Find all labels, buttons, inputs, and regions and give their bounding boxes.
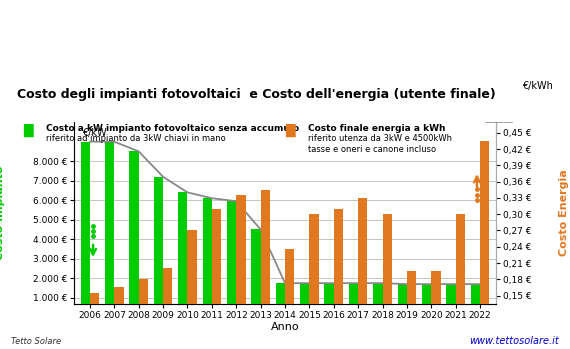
Text: █: █ [23,124,32,137]
Bar [480,141,489,349]
Text: riferito utenza da 3kW e 4500kWh
tasse e oneri e canone incluso: riferito utenza da 3kW e 4500kWh tasse e… [308,134,452,154]
Bar [154,177,163,317]
Bar [398,284,407,317]
Text: Costo finale energia a kWh: Costo finale energia a kWh [308,124,445,133]
Bar [90,293,99,349]
Text: riferito ad impianto da 3kW chiavi in mano: riferito ad impianto da 3kW chiavi in ma… [46,134,225,143]
Text: Costo degli impianti fotovoltaici  e Costo dell'energia (utente finale): Costo degli impianti fotovoltaici e Cost… [17,88,496,101]
Text: Tetto Solare: Tetto Solare [11,336,62,346]
Bar [455,214,465,349]
Text: www.tettosolare.it: www.tettosolare.it [469,335,559,346]
Bar [373,283,382,317]
X-axis label: Anno: Anno [271,322,299,332]
Bar [358,198,368,349]
Bar [310,214,319,349]
Bar [139,279,148,349]
Bar [105,142,115,317]
Bar [324,283,334,317]
Bar [300,283,310,317]
Text: €/kW: €/kW [83,128,107,138]
Text: █: █ [285,124,295,137]
Y-axis label: Costo Energia: Costo Energia [559,170,569,256]
Bar [260,190,270,349]
Bar [212,209,221,349]
Text: ———: ——— [484,117,514,127]
Bar [431,271,441,349]
Text: Costo a kW impianto fotovoltaico senza accumulo: Costo a kW impianto fotovoltaico senza a… [46,124,299,133]
Bar [349,283,358,317]
Bar [285,250,294,349]
Bar [227,201,236,317]
Bar [251,230,260,317]
Bar [202,198,212,317]
Bar [163,268,172,349]
Bar [236,195,246,349]
Bar [407,271,416,349]
Bar [188,230,197,349]
Bar [422,284,431,317]
Bar [382,214,392,349]
Text: €/kWh: €/kWh [522,81,553,90]
Y-axis label: Costo Impianto: Costo Impianto [0,166,5,260]
Bar [115,287,124,349]
Bar [178,192,188,317]
Bar [81,142,90,317]
Bar [334,209,343,349]
Bar [129,151,139,317]
Bar [471,284,480,317]
Bar [276,283,285,317]
Bar [446,284,455,317]
